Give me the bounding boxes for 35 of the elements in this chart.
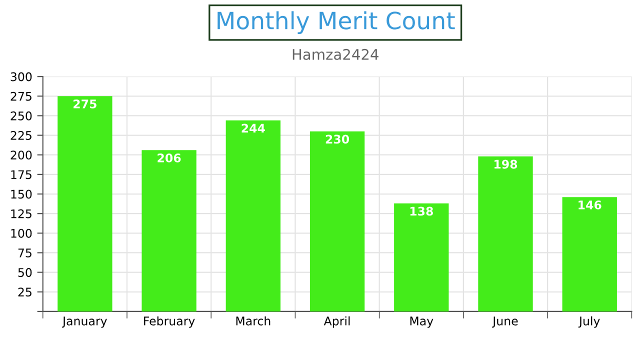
chart-subtitle: Hamza2424 [292,48,378,60]
data-label: 146 [578,200,602,210]
y-tick-label: 275 [10,92,32,101]
x-tick-label: April [324,316,350,328]
y-tick-label: 200 [10,150,32,160]
bar [562,197,617,312]
y-tick-label: 25 [18,288,32,297]
data-label: 230 [326,134,350,144]
x-tick-label: July [578,316,600,328]
y-tick-label: 175 [11,170,32,180]
data-label: 198 [494,160,518,169]
x-tick-label: May [410,316,434,328]
data-label: 244 [242,124,265,133]
bar [478,156,533,312]
bar [226,120,281,312]
chart-title: Monthly Merit Count [218,11,455,34]
y-tick-label: 125 [11,209,32,218]
y-tick-label: 50 [18,268,32,277]
bar [394,203,449,312]
data-label: 138 [410,206,433,216]
x-tick-label: January [62,316,107,328]
y-tick-label: 250 [10,111,32,120]
y-tick-label: 300 [10,72,32,82]
bar [310,131,365,312]
y-tick-label: 75 [18,248,32,258]
data-label: 275 [74,99,96,108]
y-tick-label: 100 [11,228,32,238]
x-tick-label: June [492,316,518,328]
data-label: 206 [158,154,181,162]
bar [58,96,112,312]
x-tick-label: February [144,316,195,328]
y-tick-label: 150 [11,190,32,199]
y-tick-label: 225 [10,131,32,140]
bar [142,150,196,312]
x-tick-label: March [236,316,270,326]
